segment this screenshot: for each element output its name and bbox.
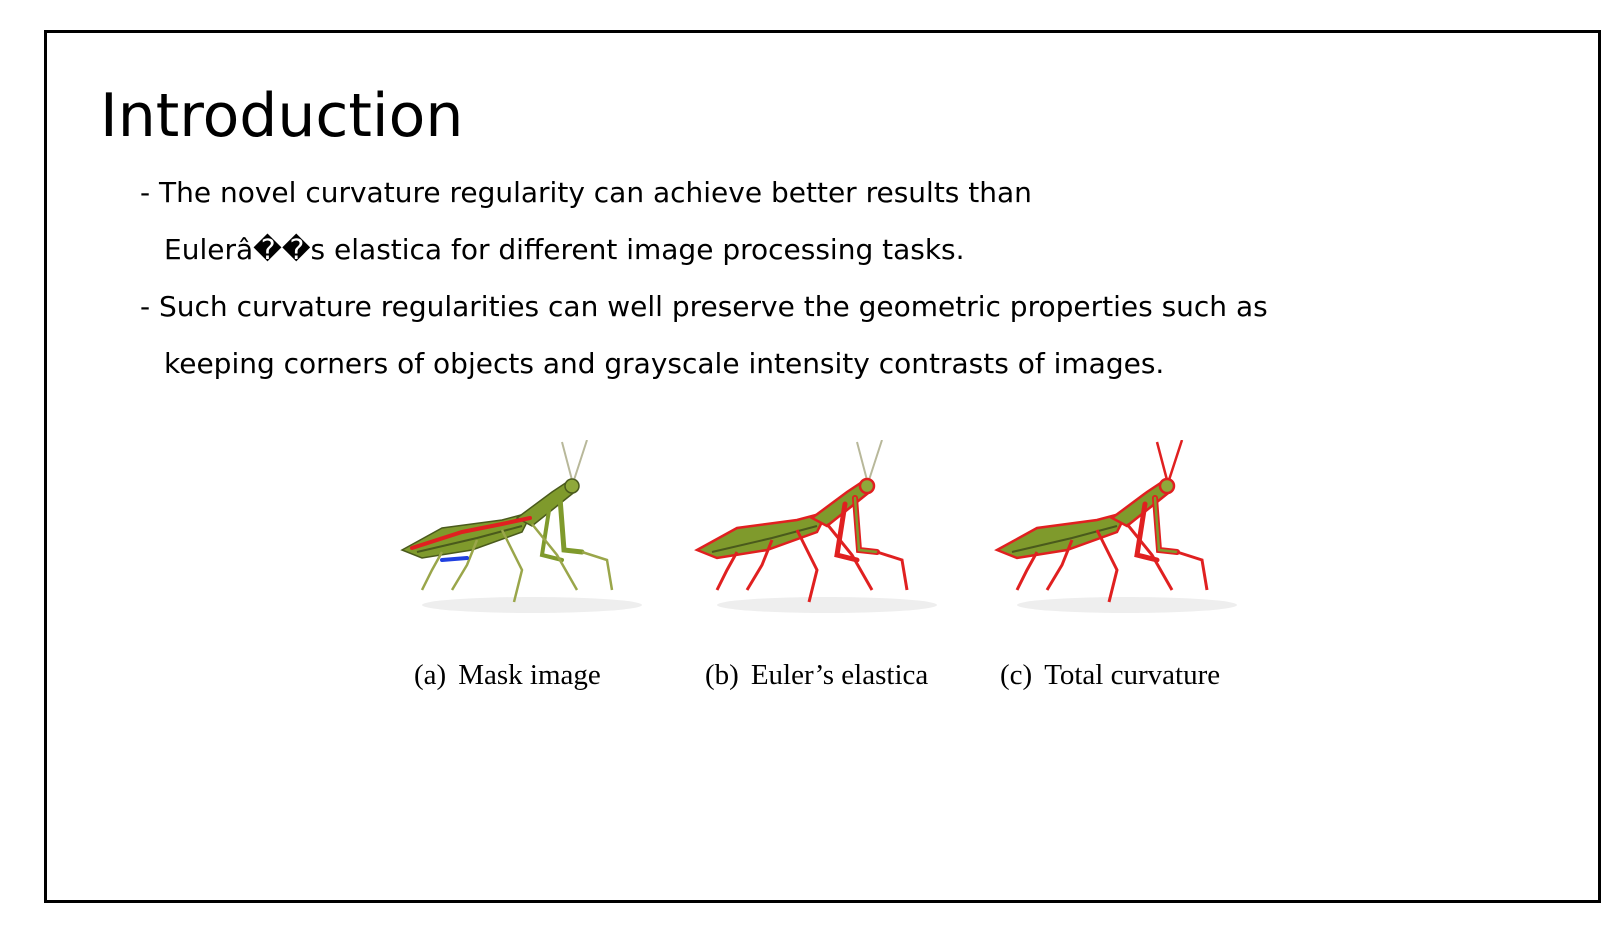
- panel-eulers-elastica: [677, 440, 967, 630]
- caption-eulers-elastica: (b) Euler’s elastica: [705, 658, 928, 692]
- mantis-eulers-elastica-icon: [694, 440, 937, 613]
- panel-mask-image: [382, 440, 672, 630]
- caption-tag: (a): [414, 659, 447, 691]
- caption-mask-image: (a) Mask image: [414, 658, 601, 692]
- bullet-2-line-1: - Such curvature regularities can well p…: [140, 290, 1268, 323]
- caption-label: Euler’s elastica: [750, 659, 929, 691]
- caption-label: Mask image: [458, 659, 601, 691]
- slide-frame: [44, 30, 1601, 903]
- mantis-total-curvature-icon: [994, 440, 1237, 613]
- caption-tag: (b): [705, 659, 739, 691]
- bullet-2-line-2: keeping corners of objects and grayscale…: [164, 347, 1165, 380]
- caption-label: Total curvature: [1044, 659, 1221, 691]
- caption-tag: (c): [1000, 659, 1033, 691]
- comparison-figure: (a) Mask image (b) Euler’s elastica (c) Tot…: [372, 440, 1292, 710]
- bullet-1-line-1: - The novel curvature regularity can ach…: [140, 176, 1032, 209]
- slide-title: Introduction: [100, 81, 464, 151]
- mantis-mask-image-icon: [400, 440, 642, 613]
- panel-total-curvature: [977, 440, 1267, 630]
- caption-total-curvature: (c) Total curvature: [1000, 658, 1220, 692]
- bullet-1-line-2: Eulerâ��s elastica for different image p…: [164, 233, 965, 266]
